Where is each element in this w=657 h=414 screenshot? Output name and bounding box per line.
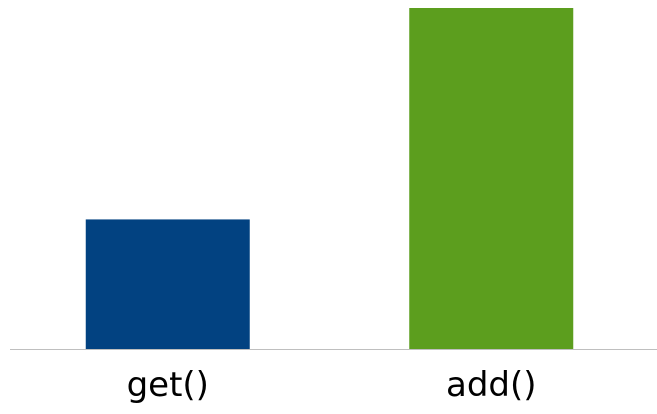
bar-add [409, 8, 574, 349]
bars-group [85, 8, 574, 349]
x-tick-labels: get() add() [127, 365, 537, 405]
x-tick-label-get: get() [127, 365, 209, 405]
x-tick-label-add: add() [446, 365, 537, 405]
bar-get [85, 219, 250, 349]
